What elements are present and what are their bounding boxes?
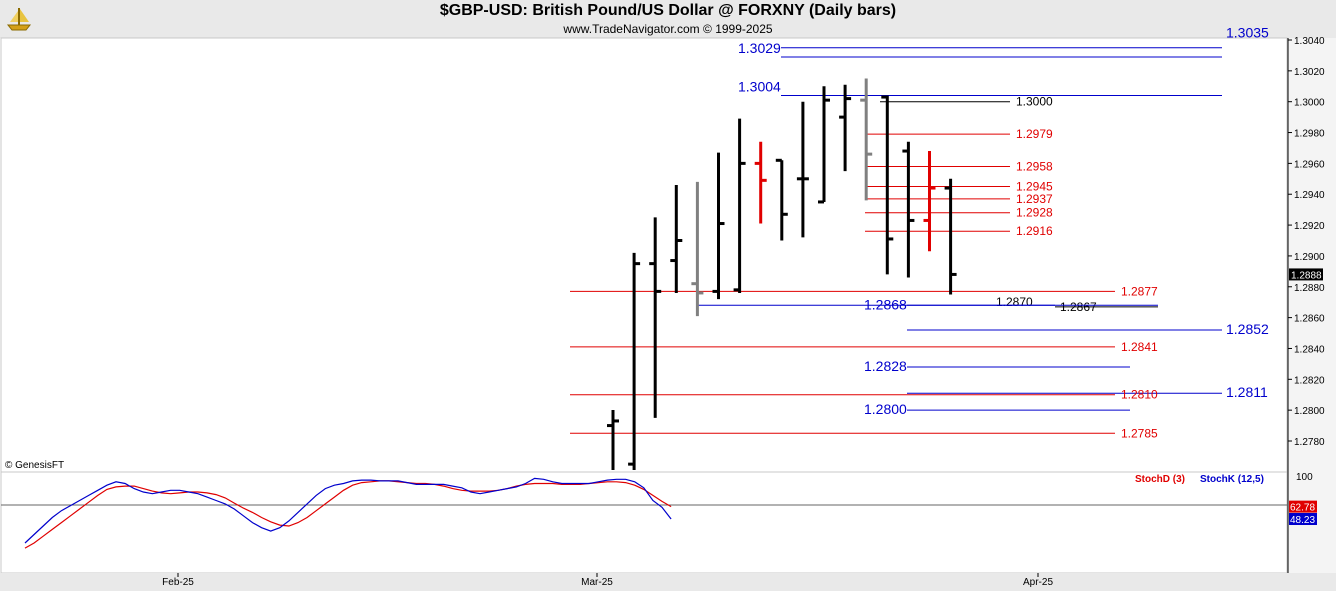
- stochastic-panel-frame: [0, 471, 1288, 574]
- stoch-tick-100: 100: [1296, 472, 1313, 483]
- level-label: 1.2810: [1121, 388, 1158, 402]
- y-tick-label: 1.2860: [1294, 314, 1325, 325]
- y-tick-label: 1.2840: [1294, 344, 1325, 355]
- y-tick-label: 1.2940: [1294, 190, 1325, 201]
- stoch-k-legend: StochK (12,5): [1200, 474, 1264, 485]
- level-label: 1.3000: [1016, 95, 1053, 109]
- x-tick-label: Apr-25: [1023, 577, 1053, 588]
- y-tick-label: 1.2800: [1294, 406, 1325, 417]
- copyright-label: © GenesisFT: [5, 460, 64, 471]
- level-label: 1.2979: [1016, 127, 1053, 141]
- y-axis-strip: [1288, 38, 1336, 573]
- x-axis: Feb-25 Mar-25 Apr-25: [162, 573, 1053, 588]
- y-tick-label: 1.2820: [1294, 375, 1325, 386]
- chart-title: $GBP-USD: British Pound/US Dollar @ FORX…: [439, 2, 897, 19]
- level-label: 1.3004: [738, 79, 781, 95]
- y-tick-label: 1.2920: [1294, 221, 1325, 232]
- last-price-label: 1.2888: [1291, 270, 1322, 281]
- y-tick-label: 1.3000: [1294, 98, 1325, 109]
- level-label: 1.2928: [1016, 206, 1053, 220]
- stoch-d-legend: StochD (3): [1135, 474, 1185, 485]
- level-label: 1.2785: [1121, 426, 1158, 440]
- level-label: 1.2877: [1121, 284, 1158, 298]
- level-label: 1.3035: [1226, 25, 1269, 41]
- level-label: 1.2958: [1016, 159, 1053, 173]
- y-tick-label: 1.3020: [1294, 67, 1325, 78]
- level-label: 1.2852: [1226, 321, 1269, 337]
- bars-layer: [607, 78, 957, 470]
- trade-navigator-ship-icon: [6, 8, 32, 31]
- level-label: 1.2870: [996, 295, 1033, 309]
- level-label: 1.2937: [1016, 192, 1053, 206]
- last-price-tag: [1289, 268, 1323, 281]
- price-panel-frame: [0, 37, 1288, 473]
- stoch-value-tag: [1289, 513, 1317, 526]
- y-tick-label: 1.2880: [1294, 283, 1325, 294]
- y-tick-label: 1.2960: [1294, 159, 1325, 170]
- level-label: 1.2811: [1226, 384, 1268, 400]
- level-label: 1.2867: [1060, 300, 1097, 314]
- x-tick-label: Mar-25: [581, 577, 613, 588]
- x-axis-strip: [0, 573, 1336, 591]
- stoch-value-label: 62.78: [1290, 503, 1315, 514]
- x-tick-label: Feb-25: [162, 577, 194, 588]
- stoch-value-tag: [1289, 500, 1317, 513]
- stoch-value-label: 48.23: [1290, 515, 1315, 526]
- level-label: 1.2916: [1016, 224, 1053, 238]
- stoch-series-line: [24, 480, 672, 549]
- y-tick-label: 1.3040: [1294, 36, 1325, 47]
- level-label: 1.2841: [1121, 340, 1158, 354]
- chart-subtitle: www.TradeNavigator.com © 1999-2025: [563, 22, 773, 36]
- level-label: 1.3029: [738, 40, 781, 56]
- level-label: 1.2945: [1016, 180, 1053, 194]
- title-bar: [0, 0, 1336, 38]
- y-tick-label: 1.2980: [1294, 129, 1325, 140]
- y-tick-label: 1.2900: [1294, 252, 1325, 263]
- y-tick-label: 1.2780: [1294, 437, 1325, 448]
- level-label: 1.2868: [864, 296, 907, 312]
- stoch-series-line: [24, 477, 672, 544]
- level-label: 1.2828: [864, 358, 907, 374]
- y-axis: 1.3040 1.3020 1.3000 1.2980 1.2960 1.2940 1.29…: [1288, 36, 1325, 448]
- level-label: 1.2800: [864, 401, 907, 417]
